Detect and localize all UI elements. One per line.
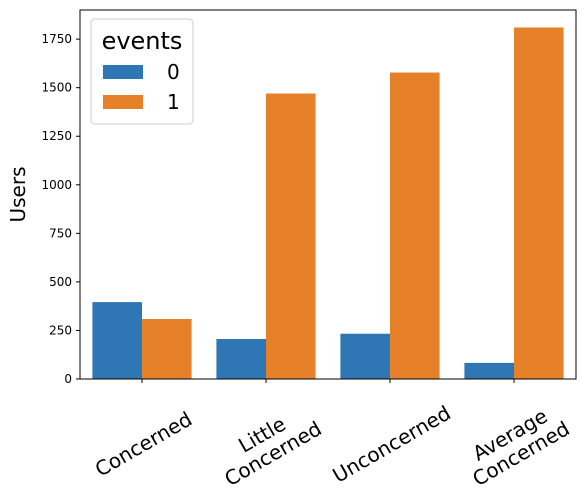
bar-1-2: [390, 72, 440, 379]
y-tick-label: 1500: [41, 81, 72, 95]
bars-layer: [92, 27, 564, 380]
bar-0-2: [340, 333, 390, 379]
x-tick-label-line: Unconcerned: [328, 401, 454, 488]
legend-label: 1: [167, 90, 180, 114]
legend-swatch: [103, 65, 143, 79]
bar-0-3: [464, 362, 514, 379]
y-axis: 0 250 500 750 1000 1250 1500 1750: [41, 32, 80, 386]
bar-1-0: [142, 318, 192, 379]
bar-0-0: [92, 302, 142, 379]
bar-1-3: [514, 27, 564, 380]
plot-frame: [79, 9, 577, 380]
y-tick-label: 1750: [41, 32, 72, 46]
y-tick-label: 1250: [41, 129, 72, 143]
y-axis-label: Users: [6, 166, 30, 222]
bar-1-1: [266, 93, 316, 379]
x-tick-label: Unconcerned: [328, 401, 454, 488]
legend-swatch: [103, 95, 143, 109]
y-tick-label: 750: [49, 226, 72, 240]
x-tick-label: Concerned: [91, 407, 196, 482]
y-tick-label: 1000: [41, 178, 72, 192]
bar-0-1: [216, 338, 266, 379]
y-tick-label: 0: [64, 372, 72, 386]
y-tick-label: 500: [49, 275, 72, 289]
legend-label: 0: [167, 60, 180, 84]
legend: events 0 1: [90, 18, 194, 125]
legend-title: events: [102, 27, 183, 55]
x-tick-label-line: Concerned: [91, 407, 196, 482]
y-tick-label: 250: [49, 323, 72, 337]
